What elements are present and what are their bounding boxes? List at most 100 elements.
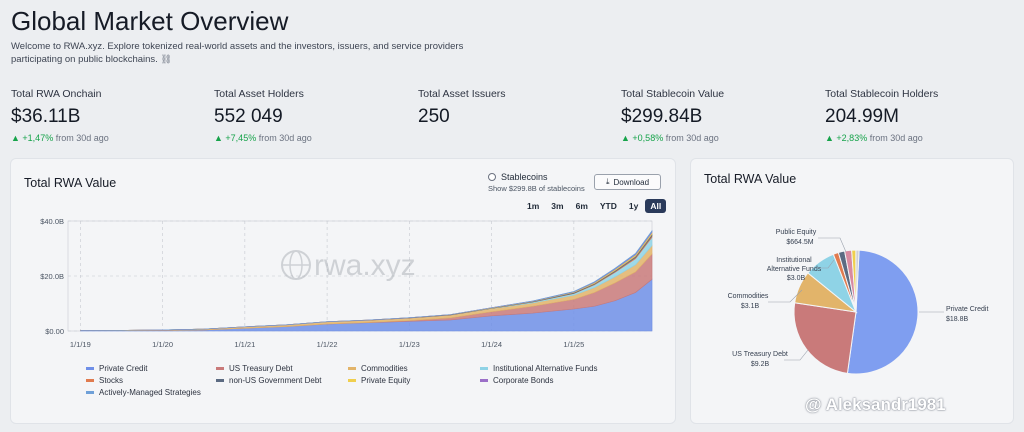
legend-item[interactable]: Commodities (348, 364, 408, 373)
overlay-watermark: @ Aleksandr1981 (805, 395, 946, 414)
change-suffix: from 30d ago (869, 133, 923, 143)
range-all[interactable]: All (645, 199, 667, 213)
rwa-value-title: Total RWA Value (24, 176, 117, 190)
stat-value: 250 (418, 106, 450, 127)
stat-label: Total Stablecoin Holders (825, 88, 939, 100)
legend-item[interactable]: Corporate Bonds (480, 376, 553, 385)
legend-label: Stocks (99, 376, 124, 385)
rwa-pie-chart: Public Equity $664.5M Institutional Alterna… (728, 229, 988, 375)
change-value: +2,83% (836, 133, 868, 143)
stat-label: Total Asset Issuers (418, 88, 506, 100)
x-tick-label: 1/1/24 (481, 340, 502, 349)
legend-swatch (480, 367, 488, 370)
x-tick-label: 1/1/19 (70, 340, 91, 349)
x-tick-label: 1/1/22 (317, 340, 338, 349)
x-tick-label: 1/1/21 (234, 340, 255, 349)
legend-label: Corporate Bonds (493, 376, 554, 385)
x-tick-label: 1/1/23 (399, 340, 420, 349)
legend-swatch (216, 379, 224, 382)
legend-label: Private Credit (99, 364, 148, 373)
stat-change: ▲ +7,45% from 30d ago (214, 133, 414, 143)
intro-body: Welcome to RWA.xyz. Explore tokenized re… (11, 41, 464, 65)
pie-leader-line (818, 237, 847, 253)
up-arrow-icon: ▲ (11, 133, 23, 143)
stat-asset-holders: Total Asset Holders 552 049 ▲ +7,45% fro… (214, 88, 414, 143)
pie-slice-private-credit[interactable] (846, 249, 919, 375)
pie-label: Private Credit (946, 306, 988, 313)
up-arrow-icon: ▲ (621, 133, 633, 143)
pie-leader-line (768, 289, 803, 303)
pie-value-label: $664.5M (786, 239, 813, 246)
legend-item[interactable]: Private Credit (86, 364, 147, 373)
rwa-watermark: rwa.xyz (281, 249, 416, 282)
up-arrow-icon: ▲ (214, 133, 226, 143)
change-value: +1,47% (22, 133, 54, 143)
intro-text: Welcome to RWA.xyz. Explore tokenized re… (11, 40, 511, 66)
stat-change: ▲ +0,58% from 30d ago (621, 133, 821, 143)
range-1m[interactable]: 1m (527, 201, 540, 211)
x-tick-label: 1/1/20 (152, 340, 173, 349)
rwa-area-chart: $0.00 $20.0B $40.0B 1/1/19 1/1/20 1/1/21 1/1/2… (24, 213, 664, 358)
stat-label: Total RWA Onchain (11, 88, 102, 100)
stat-value: 204.99M (825, 106, 899, 127)
link-icon[interactable]: ⛓ (160, 54, 172, 64)
download-icon: ⤓ (605, 177, 610, 186)
pie-label: Commodities (728, 293, 769, 300)
pie-label: Institutional (776, 257, 812, 264)
legend-label: Private Equity (361, 376, 411, 385)
range-ytd[interactable]: YTD (599, 201, 617, 211)
time-range-selector: 1m 3m 6m YTD 1y All (520, 199, 667, 213)
rwa-value-card (10, 158, 676, 424)
stablecoins-toggle[interactable]: Stablecoins (488, 172, 548, 182)
legend-item[interactable]: non-US Government Debt (216, 376, 322, 385)
stat-asset-issuers: Total Asset Issuers 250 (418, 88, 618, 128)
pie-label: Alternative Funds (767, 266, 822, 273)
pie-value-label: $3.1B (741, 303, 760, 310)
stat-change: ▲ +1,47% from 30d ago (11, 133, 211, 143)
legend-swatch (86, 367, 94, 370)
pie-value-label: $3.0B (787, 275, 806, 282)
legend-item[interactable]: Institutional Alternative Funds (480, 364, 598, 373)
rwa-area-chart-svg: $0.00 $20.0B $40.0B 1/1/19 1/1/20 1/1/21 1/1/2… (40, 217, 653, 349)
legend-label: US Treasury Debt (229, 364, 293, 373)
legend-item[interactable]: Stocks (86, 376, 123, 385)
pie-label: US Treasury Debt (732, 351, 788, 358)
legend-item[interactable]: Private Equity (348, 376, 410, 385)
x-tick-label: 1/1/25 (563, 340, 584, 349)
pie-slice-us-treasury-debt[interactable] (793, 302, 857, 374)
legend-label: Commodities (361, 364, 408, 373)
stat-stablecoin-holders: Total Stablecoin Holders 204.99M ▲ +2,83… (825, 88, 1024, 143)
range-1y[interactable]: 1y (628, 201, 639, 211)
legend-swatch (216, 367, 224, 370)
change-suffix: from 30d ago (258, 133, 312, 143)
pie-value-label: $9.2B (751, 361, 770, 368)
legend-label: non-US Government Debt (229, 376, 322, 385)
legend-swatch (348, 379, 356, 382)
change-value: +0,58% (632, 133, 664, 143)
download-button[interactable]: ⤓ Download (594, 174, 661, 190)
pie-slice-corporate-bonds[interactable] (855, 249, 860, 313)
range-3m[interactable]: 3m (551, 201, 564, 211)
stat-value: 552 049 (214, 106, 283, 127)
stat-change: ▲ +2,83% from 30d ago (825, 133, 1024, 143)
legend-swatch (86, 391, 94, 394)
up-arrow-icon: ▲ (825, 133, 837, 143)
rwa-pie-title: Total RWA Value (704, 172, 797, 186)
stat-stablecoin-value: Total Stablecoin Value $299.84B ▲ +0,58%… (621, 88, 821, 143)
change-value: +7,45% (225, 133, 257, 143)
y-tick-label: $40.0B (40, 217, 64, 226)
stat-label: Total Asset Holders (214, 88, 304, 100)
legend-swatch (348, 367, 356, 370)
y-tick-label: $0.00 (45, 327, 64, 336)
legend-label: Institutional Alternative Funds (493, 364, 598, 373)
legend-item[interactable]: Actively-Managed Strategies (86, 388, 201, 397)
stablecoins-label: Stablecoins (501, 172, 548, 182)
pie-leader-line (814, 259, 835, 269)
y-tick-label: $20.0B (40, 272, 64, 281)
stat-value: $36.11B (11, 106, 81, 127)
legend-item[interactable]: US Treasury Debt (216, 364, 293, 373)
range-6m[interactable]: 6m (575, 201, 588, 211)
stablecoins-radio[interactable] (488, 173, 496, 181)
stat-value: $299.84B (621, 106, 703, 127)
pie-leader-line (784, 349, 809, 361)
